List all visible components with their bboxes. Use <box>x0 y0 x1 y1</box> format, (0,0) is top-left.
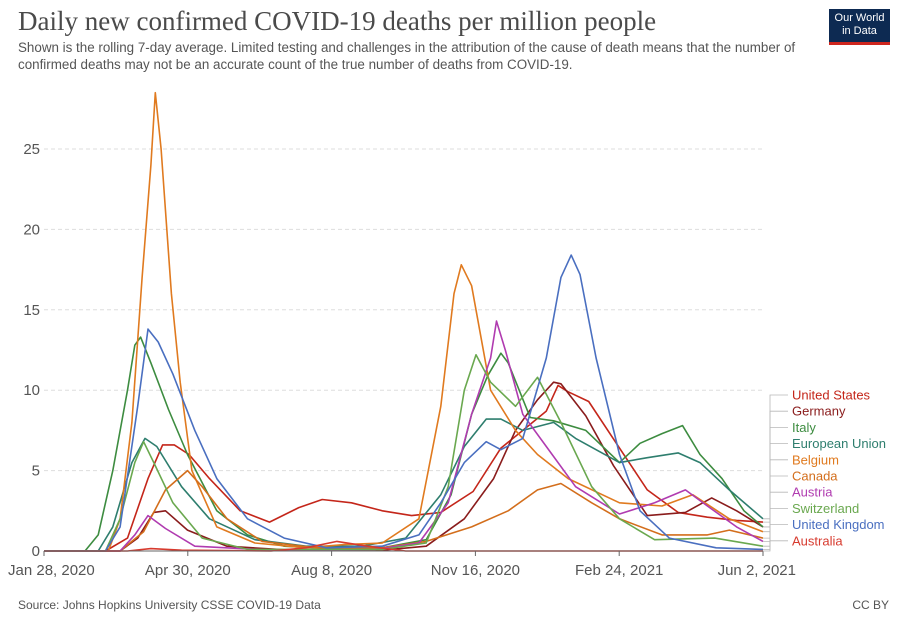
y-tick-label: 25 <box>23 141 40 158</box>
series-line-united-kingdom[interactable] <box>44 254 764 552</box>
legend-label-united-states[interactable]: United States <box>792 388 871 403</box>
x-tick-label: Feb 24, 2021 <box>575 562 663 579</box>
legend-label-switzerland[interactable]: Switzerland <box>792 501 859 516</box>
chart-subtitle: Shown is the rolling 7-day average. Limi… <box>18 40 796 72</box>
legend-connector <box>763 426 788 528</box>
x-axis: Jan 28, 2020 Apr 30, 2020 Aug 8, 2020 Nov 1… <box>8 550 796 579</box>
grid-layer <box>44 148 763 472</box>
legend-label-belgium[interactable]: Belgium <box>792 452 839 467</box>
legend-label-austria[interactable]: Austria <box>792 485 833 500</box>
x-tick-label: Nov 16, 2020 <box>431 562 520 579</box>
series-line-germany[interactable] <box>44 381 764 552</box>
legend-label-italy[interactable]: Italy <box>792 420 816 435</box>
y-tick-label: 15 <box>23 302 40 319</box>
y-tick-label: 5 <box>32 463 40 480</box>
legend-connector <box>763 540 788 552</box>
series-line-united-states[interactable] <box>44 384 764 552</box>
x-tick-label: Jun 2, 2021 <box>718 562 796 579</box>
legend-connector <box>763 459 788 533</box>
y-tick-label: 10 <box>23 382 40 399</box>
legend-label-australia[interactable]: Australia <box>792 533 843 548</box>
legend-connector <box>763 394 788 523</box>
series-line-european-union[interactable] <box>44 418 764 552</box>
series-line-switzerland[interactable] <box>44 354 764 552</box>
y-tick-label: 0 <box>32 543 40 560</box>
series-line-austria[interactable] <box>44 320 764 552</box>
legend-label-germany[interactable]: Germany <box>792 404 846 419</box>
legend-label-canada[interactable]: Canada <box>792 469 838 484</box>
x-tick-label: Jan 28, 2020 <box>8 562 95 579</box>
legend-label-european-union[interactable]: European Union <box>792 436 886 451</box>
license-note[interactable]: CC BY <box>852 598 889 612</box>
legend-connector <box>763 410 788 528</box>
y-axis: 0 5 10 15 20 25 <box>23 141 40 560</box>
chart-title: Daily new confirmed COVID-19 deaths per … <box>18 6 657 36</box>
series-layer <box>44 91 764 552</box>
legend-connector <box>763 443 788 520</box>
x-tick-label: Apr 30, 2020 <box>145 562 231 579</box>
series-line-australia[interactable] <box>44 540 763 552</box>
our-world-in-data-logo[interactable]: Our World in Data <box>829 9 890 45</box>
legend-connector <box>763 491 788 542</box>
logo-line-1: Our World <box>834 12 885 24</box>
y-tick-label: 20 <box>23 221 40 238</box>
legend-connector <box>763 524 788 550</box>
legend-label-united-kingdom[interactable]: United Kingdom <box>792 517 885 532</box>
source-note[interactable]: Source: Johns Hopkins University CSSE CO… <box>18 598 321 612</box>
legend-connector <box>763 475 788 539</box>
logo-line-2: in Data <box>842 25 877 37</box>
x-tick-label: Aug 8, 2020 <box>291 562 372 579</box>
series-line-belgium[interactable] <box>44 91 764 552</box>
